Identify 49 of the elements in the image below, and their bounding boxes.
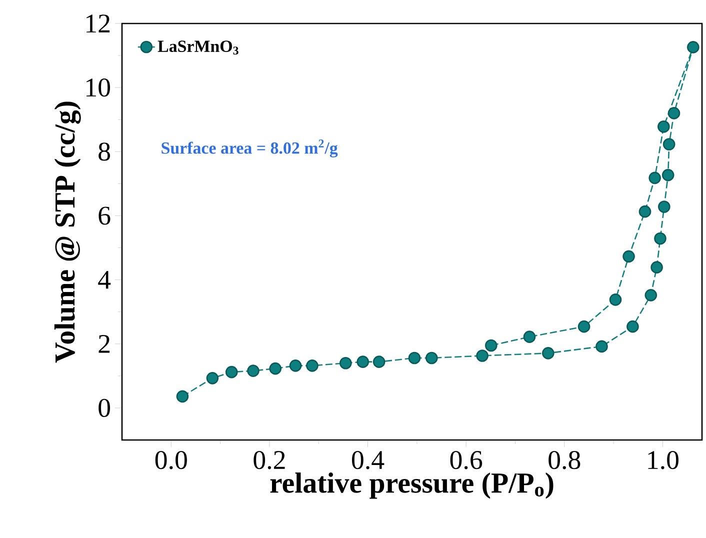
point (662, 168, 674, 182)
point (650, 261, 663, 274)
point (638, 205, 652, 218)
point (484, 339, 498, 352)
point (523, 330, 536, 343)
x-tick-label: 0.4 (352, 450, 384, 470)
point (654, 232, 666, 245)
y-tick-label: 0 (98, 398, 110, 418)
point (668, 107, 680, 120)
annotation: Surface area = 8.02 m$^{2}$/g (162, 140, 338, 158)
point (408, 352, 421, 364)
legend-label: LaSrMnO$_{3}$ (158, 40, 238, 55)
point (644, 289, 658, 302)
x-tick-label: 0.8 (548, 450, 580, 470)
point (596, 340, 608, 353)
y-tick-label: 10 (86, 78, 110, 97)
x-tick-label: 0.6 (450, 450, 482, 470)
y-tick-label: 12 (86, 14, 110, 32)
point (658, 200, 670, 213)
y-axis-title: Volume @ STP (cc/g) (54, 102, 81, 363)
y-tick-label: 6 (98, 206, 110, 225)
point (340, 356, 352, 370)
point (225, 366, 238, 378)
point (658, 120, 670, 133)
point (269, 362, 282, 375)
point (622, 250, 635, 263)
y-tick-label: 2 (98, 334, 110, 353)
point (372, 356, 386, 368)
point (206, 372, 219, 384)
y-tick-label: 8 (98, 142, 110, 161)
point (247, 364, 260, 377)
point (578, 320, 590, 333)
point (609, 294, 622, 306)
x-tick-label: 1.0 (648, 450, 678, 470)
point (476, 350, 488, 362)
point (176, 390, 189, 403)
x-axis-title: relative pressure (P/P$_{o}$) (270, 472, 554, 499)
y-tick-label: 4 (98, 270, 111, 289)
point (648, 172, 661, 184)
point (687, 41, 700, 54)
point (542, 347, 554, 360)
point (306, 360, 318, 372)
x-tick-label: 0.0 (155, 450, 187, 470)
point (356, 356, 369, 368)
point (426, 352, 438, 364)
point (626, 320, 639, 333)
point (662, 138, 676, 150)
point (289, 360, 302, 372)
x-tick-label: 0.2 (254, 450, 285, 470)
